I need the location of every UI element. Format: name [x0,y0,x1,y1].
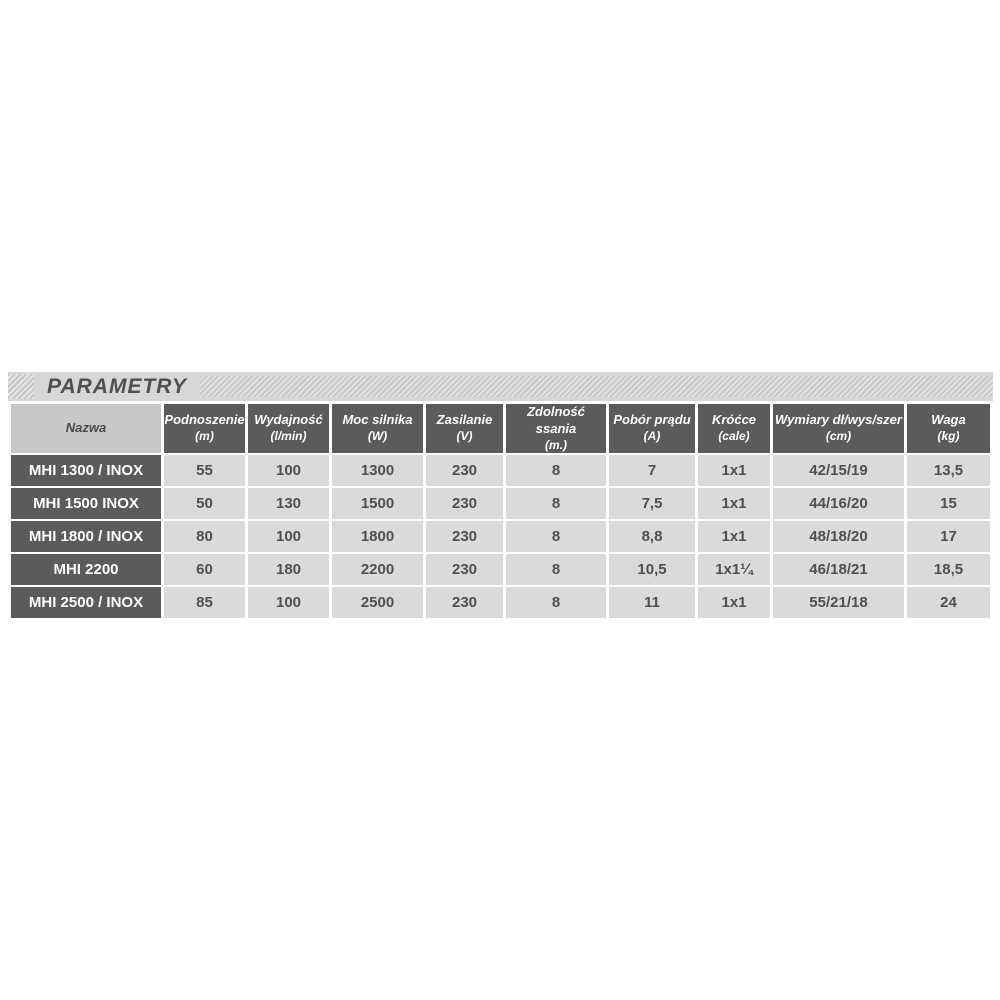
table-row: MHI 1800 / INOX 80 100 1800 230 8 8,8 1x… [11,521,990,553]
column-unit: (m.) [545,437,567,452]
cell-value: 1x1 [698,521,770,553]
cell-value: 1300 [332,455,423,487]
cell-value: 230 [426,587,503,619]
table-row: MHI 2200 60 180 2200 230 8 10,5 1x1¼ 46/… [11,554,990,586]
cell-value: 130 [248,488,329,520]
cell-value: 2500 [332,587,423,619]
column-header-pobor-pradu: Pobór prądu (A) [609,404,695,454]
table-row: MHI 1500 INOX 50 130 1500 230 8 7,5 1x1 … [11,488,990,520]
cell-value: 2200 [332,554,423,586]
column-label: Wymiary dł/wys/szer [775,412,902,428]
cell-value: 60 [164,554,245,586]
cell-value: 18,5 [907,554,990,586]
cell-value: 8,8 [609,521,695,553]
column-unit: (cale) [718,429,750,444]
cell-value: 8 [506,455,606,487]
cell-value: 42/15/19 [773,455,904,487]
cell-value: 100 [248,587,329,619]
cell-value: 8 [506,554,606,586]
cell-value: 48/18/20 [773,521,904,553]
cell-value: 230 [426,455,503,487]
column-label: Waga [931,412,966,428]
column-label: Króćce [711,412,757,428]
column-label: Wydajność [254,412,323,428]
cell-value: 7,5 [609,488,695,520]
cell-value: 55/21/18 [773,587,904,619]
cell-value: 80 [164,521,245,553]
column-header-krocce: Króćce (cale) [698,404,770,454]
column-label: Pobór prądu [613,412,691,428]
cell-value: 1x1 [698,455,770,487]
row-name: MHI 1800 / INOX [11,521,161,553]
cell-value: 17 [907,521,990,553]
row-name: MHI 2200 [11,554,161,586]
cell-value: 230 [426,521,503,553]
column-header-nazwa: Nazwa [11,404,161,454]
column-unit: (l/min) [270,429,307,444]
cell-value: 100 [248,521,329,553]
hatch-decoration-right [200,376,993,397]
row-name: MHI 1500 INOX [11,488,161,520]
cell-value: 7 [609,455,695,487]
cell-value: 8 [506,521,606,553]
cell-value: 1800 [332,521,423,553]
column-label: Podnoszenie [164,412,245,428]
column-label: Zasilanie [436,412,493,428]
column-unit: (W) [367,429,388,444]
column-label: Zdolność ssania [527,404,585,436]
cell-value: 8 [506,587,606,619]
cell-value: 8 [506,488,606,520]
cell-value: 230 [426,488,503,520]
table-header-row: Nazwa Podnoszenie (m) Wydajność (l/min) … [11,404,990,454]
cell-value: 10,5 [609,554,695,586]
cell-value: 44/16/20 [773,488,904,520]
column-unit: (cm) [825,429,852,444]
cell-value: 1500 [332,488,423,520]
cell-value: 13,5 [907,455,990,487]
cell-value: 100 [248,455,329,487]
cell-value: 46/18/21 [773,554,904,586]
column-header-wymiary: Wymiary dł/wys/szer (cm) [773,404,904,454]
section-title: PARAMETRY [47,374,188,398]
cell-value: 1x1 [698,488,770,520]
column-unit: (m) [195,429,214,444]
column-unit: (kg) [937,429,960,444]
table-row: MHI 2500 / INOX 85 100 2500 230 8 11 1x1… [11,587,990,619]
column-header-moc-silnika: Moc silnika (W) [332,404,423,454]
row-name: MHI 2500 / INOX [11,587,161,619]
column-label: Moc silnika [342,412,413,428]
cell-value: 85 [164,587,245,619]
cell-value: 230 [426,554,503,586]
hatch-decoration-left [8,374,34,399]
cell-value: 24 [907,587,990,619]
column-header-zdolnosc-ssania: Zdolność ssania (m.) [506,404,606,454]
cell-value: 15 [907,488,990,520]
cell-value: 11 [609,587,695,619]
table-row: MHI 1300 / INOX 55 100 1300 230 8 7 1x1 … [11,455,990,487]
column-unit: (A) [643,429,661,444]
cell-value: 55 [164,455,245,487]
row-name: MHI 1300 / INOX [11,455,161,487]
column-header-wydajnosc: Wydajność (l/min) [248,404,329,454]
cell-value: 1x1¼ [698,554,770,586]
cell-value: 50 [164,488,245,520]
column-label: Nazwa [65,420,107,436]
column-unit: (V) [456,429,473,444]
column-header-zasilanie: Zasilanie (V) [426,404,503,454]
section-header-bar: PARAMETRY [8,372,993,401]
cell-value: 1x1 [698,587,770,619]
parameters-table: Nazwa Podnoszenie (m) Wydajność (l/min) … [8,402,993,620]
column-header-waga: Waga (kg) [907,404,990,454]
parameters-section: PARAMETRY Nazwa Podnoszenie (m) Wydajnoś… [8,372,993,620]
column-header-podnoszenie: Podnoszenie (m) [164,404,245,454]
cell-value: 180 [248,554,329,586]
